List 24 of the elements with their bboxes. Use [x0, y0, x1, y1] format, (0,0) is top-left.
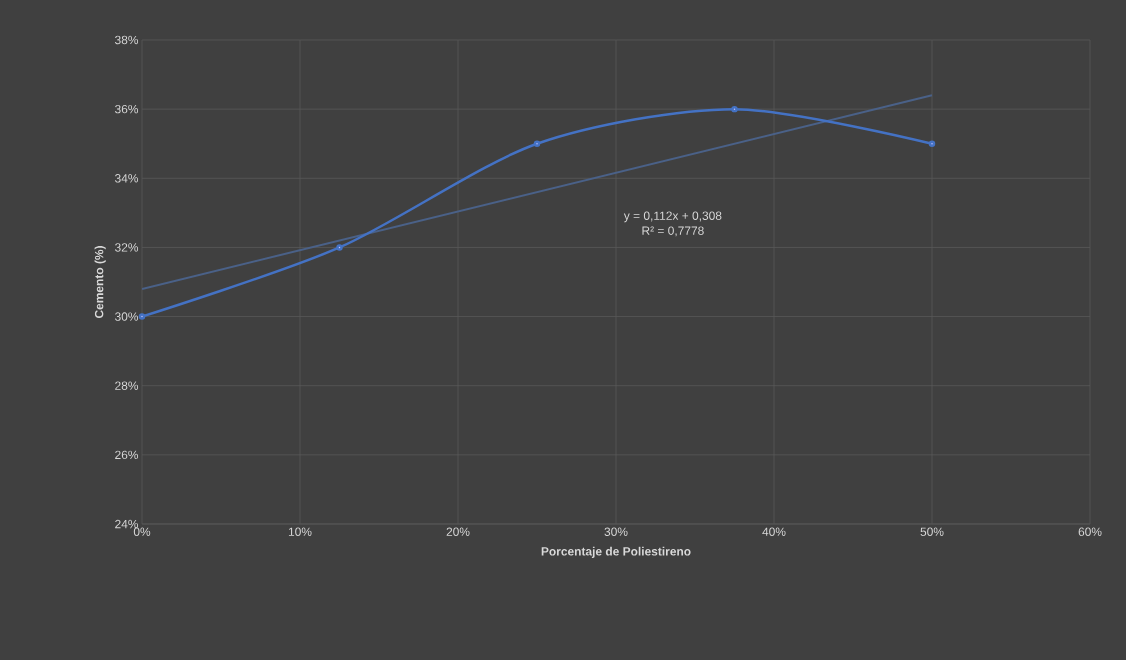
x-tick-label: 20% — [446, 527, 470, 536]
point — [533, 140, 541, 147]
y-tick-label: 30% — [115, 312, 139, 321]
x-tick-label: 30% — [604, 527, 628, 536]
point — [731, 105, 738, 113]
x-tick-label: 0% — [133, 527, 151, 536]
y-tick-label: 38% — [115, 35, 139, 45]
annotation: y = 0,112x + 0,308 — [623, 211, 722, 223]
x-tick-label: 40% — [762, 527, 786, 536]
point — [138, 313, 146, 320]
y-tick-label: 36% — [115, 104, 139, 114]
point — [928, 140, 936, 147]
x-axis-title: Porcentaje de Poliestireno — [541, 546, 691, 558]
x-tick-label: 10% — [288, 527, 312, 536]
x-tick-label: 60% — [1078, 527, 1102, 536]
y-axis-title: Cemento (%) — [94, 246, 106, 319]
y-tick-label: 26% — [115, 450, 139, 460]
y-tick-label: 28% — [115, 381, 139, 390]
y-tick-label: 32% — [115, 243, 139, 252]
x-tick-label: 50% — [920, 527, 944, 536]
y-tick-label: 34% — [115, 174, 139, 183]
y-tick-label: 24% — [115, 519, 139, 529]
point — [336, 244, 343, 251]
annotation: R² = 0,7778 — [642, 226, 704, 237]
